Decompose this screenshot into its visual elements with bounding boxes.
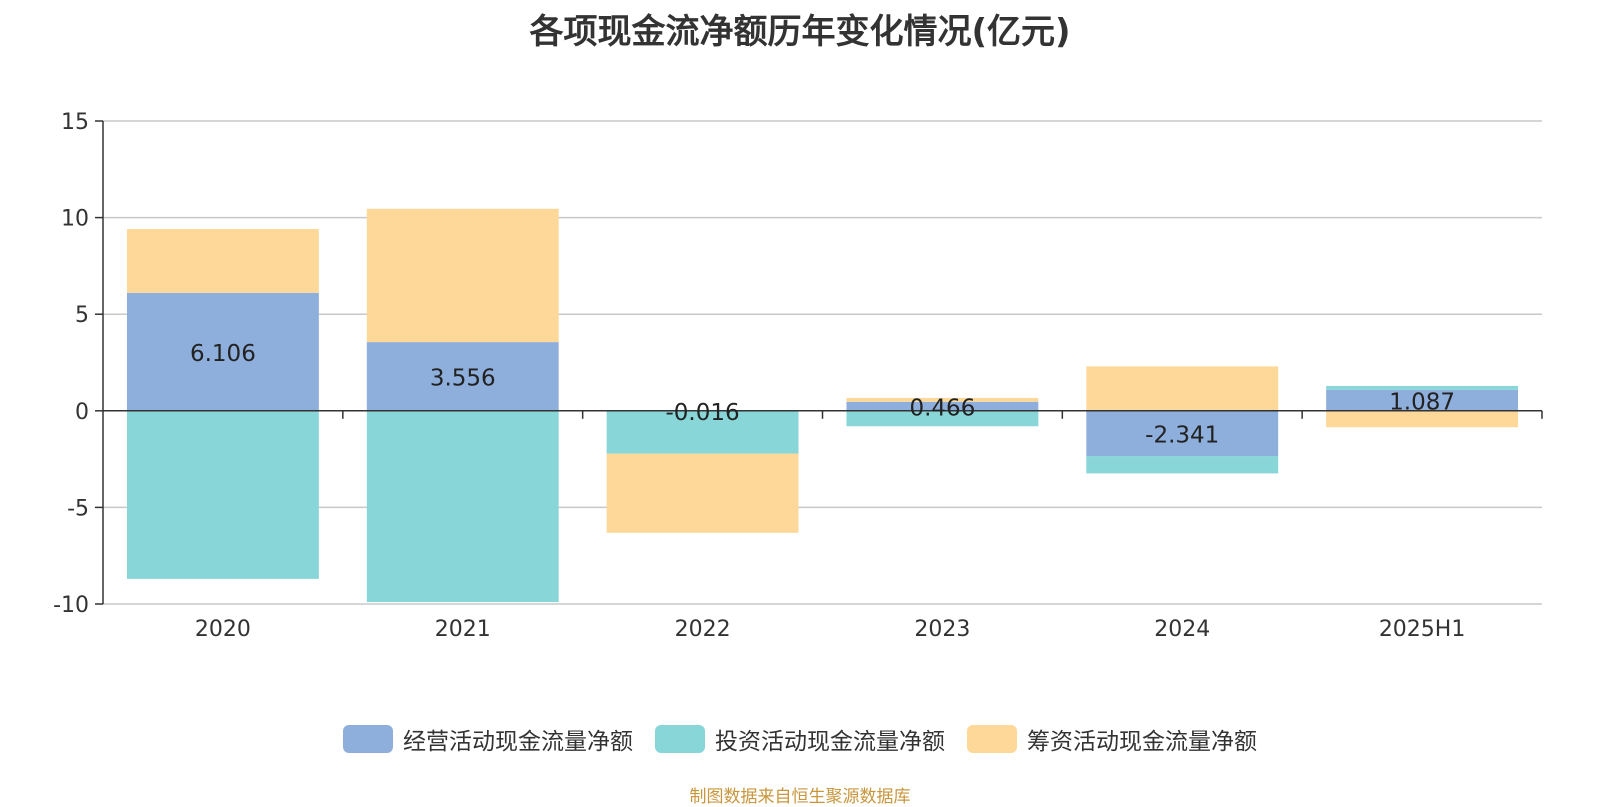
bar-series2-2021 [366, 208, 559, 343]
data-label: 3.556 [430, 365, 496, 391]
legend-item-financing[interactable]: 筹资活动现金流量净额 [967, 722, 1257, 756]
bar-series2-2020 [126, 229, 319, 293]
bar-series2-2023 [846, 397, 1039, 402]
bar-series1-2021 [366, 410, 559, 603]
x-tick-label: 2021 [435, 617, 491, 642]
legend-swatch-financing [967, 725, 1017, 753]
bar-series1-2022 [606, 411, 799, 454]
legend-swatch-investing [655, 725, 705, 753]
bar-series0-2023 [846, 401, 1039, 411]
bar-series0-2024 [1086, 410, 1279, 457]
bar-series2-2025H1 [1326, 410, 1519, 428]
legend-label-investing: 投资活动现金流量净额 [715, 729, 945, 755]
data-label: 0.466 [909, 395, 975, 421]
bar-series0-2020 [126, 292, 319, 411]
bar-series2-2022 [606, 453, 799, 533]
x-tick-label: 2022 [675, 617, 731, 642]
data-label: -0.016 [666, 400, 740, 426]
bar-series1-2023 [846, 410, 1039, 427]
bar-series1-2020 [126, 410, 319, 579]
y-tick-label: -5 [67, 496, 89, 521]
bar-series0-2025H1 [1326, 389, 1519, 411]
x-tick-label: 2025H1 [1379, 617, 1466, 642]
legend-item-investing[interactable]: 投资活动现金流量净额 [655, 722, 945, 756]
legend-swatch-operating [343, 725, 393, 753]
chart-title: 各项现金流净额历年变化情况(亿元) [529, 12, 1071, 52]
legend-item-operating[interactable]: 经营活动现金流量净额 [343, 722, 633, 756]
y-tick-label: 5 [75, 303, 89, 328]
y-tick-label: 10 [61, 207, 89, 232]
bar-series0-2021 [366, 342, 559, 411]
data-label: 1.087 [1389, 389, 1455, 415]
y-tick-label: 15 [61, 110, 89, 135]
x-tick-label: 2023 [914, 617, 970, 642]
bar-series2-2024 [1086, 366, 1279, 411]
x-tick-label: 2024 [1154, 617, 1210, 642]
chart-legend: 经营活动现金流量净额 投资活动现金流量净额 筹资活动现金流量净额 [0, 722, 1600, 756]
legend-label-operating: 经营活动现金流量净额 [403, 729, 633, 755]
bar-series1-2024 [1086, 456, 1279, 474]
legend-label-financing: 筹资活动现金流量净额 [1027, 729, 1257, 755]
bar-series1-2025H1 [1326, 385, 1519, 390]
data-label: 6.106 [190, 341, 256, 367]
data-source-note: 制图数据来自恒生聚源数据库 [689, 787, 911, 807]
x-tick-label: 2020 [195, 617, 251, 642]
y-tick-label: 0 [75, 400, 89, 425]
y-tick-label: -10 [53, 593, 89, 618]
data-label: -2.341 [1145, 422, 1219, 448]
